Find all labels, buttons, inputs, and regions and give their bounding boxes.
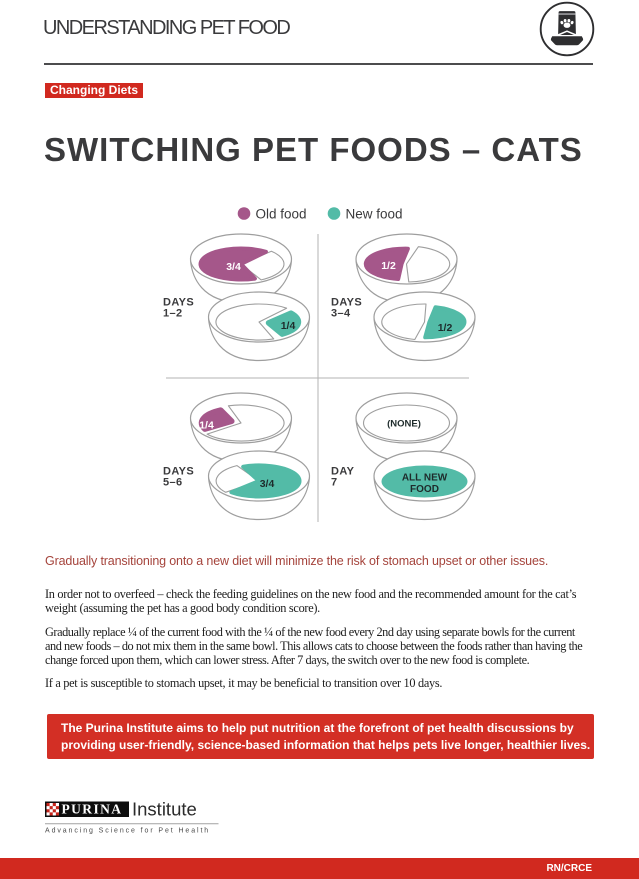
- svg-text:1/2: 1/2: [381, 260, 396, 272]
- svg-text:DAY: DAY: [331, 466, 355, 478]
- svg-text:3/4: 3/4: [226, 261, 241, 273]
- svg-text:Advancing Science for Pet Heal: Advancing Science for Pet Health: [45, 828, 210, 835]
- svg-text:3/4: 3/4: [260, 478, 275, 490]
- svg-text:(NONE): (NONE): [387, 419, 421, 430]
- svg-text:New food: New food: [346, 207, 403, 222]
- svg-text:Institute: Institute: [132, 799, 197, 820]
- svg-text:Old food: Old food: [256, 207, 307, 222]
- svg-text:DAYS: DAYS: [331, 297, 362, 309]
- svg-text:1/4: 1/4: [281, 320, 296, 332]
- svg-text:1–2: 1–2: [163, 308, 183, 320]
- svg-text:5–6: 5–6: [163, 477, 183, 489]
- svg-text:DAYS: DAYS: [163, 466, 194, 478]
- svg-text:ALL NEW: ALL NEW: [402, 473, 448, 484]
- svg-text:PURINA: PURINA: [62, 802, 123, 817]
- svg-text:FOOD: FOOD: [410, 484, 439, 495]
- svg-text:1/2: 1/2: [438, 322, 453, 334]
- svg-text:7: 7: [331, 477, 338, 489]
- svg-text:1/4: 1/4: [199, 420, 214, 432]
- svg-text:DAYS: DAYS: [163, 297, 194, 309]
- svg-text:3–4: 3–4: [331, 308, 351, 320]
